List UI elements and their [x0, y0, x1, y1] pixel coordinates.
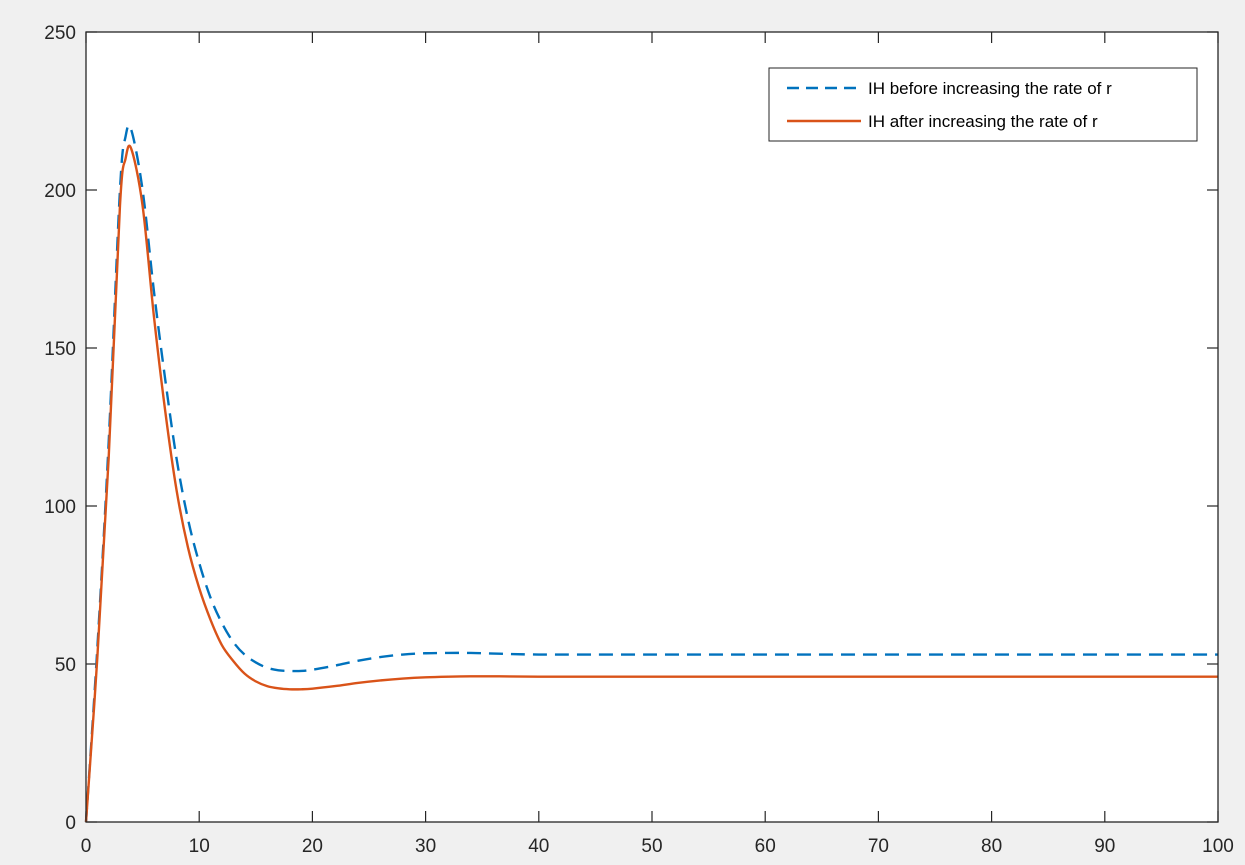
legend-label-before: IH before increasing the rate of r [868, 79, 1112, 98]
x-tick-label: 40 [528, 836, 549, 857]
series-line-after [84, 144, 1218, 823]
series-layer [84, 124, 1218, 823]
x-tick-label: 30 [415, 836, 436, 857]
series-line-before [84, 124, 1218, 823]
x-tick-label: 10 [189, 836, 210, 857]
legend-box [768, 67, 1198, 142]
y-tick-label: 150 [44, 339, 76, 360]
y-tick-label: 200 [44, 181, 76, 202]
y-tick-label: 50 [55, 655, 76, 676]
legend: IH before increasing the rate of r IH af… [768, 67, 1198, 142]
plot-area-frame [85, 31, 1219, 823]
x-tick-label: 50 [641, 836, 662, 857]
y-tick-label: 0 [65, 813, 76, 834]
x-tick-label: 80 [981, 836, 1002, 857]
x-tick-label: 60 [755, 836, 776, 857]
y-axis: 0 50 100 150 200 250 [44, 23, 1218, 834]
y-tick-label: 100 [44, 497, 76, 518]
y-tick-label: 250 [44, 23, 76, 44]
x-tick-label: 90 [1094, 836, 1115, 857]
x-tick-label: 0 [81, 836, 92, 857]
x-tick-label: 100 [1202, 836, 1234, 857]
x-axis: 0 10 20 30 40 50 60 70 80 90 100 [81, 32, 1234, 857]
legend-label-after: IH after increasing the rate of r [868, 112, 1098, 131]
x-tick-label: 20 [302, 836, 323, 857]
plot-area-background [86, 32, 1218, 822]
x-tick-label: 70 [868, 836, 889, 857]
